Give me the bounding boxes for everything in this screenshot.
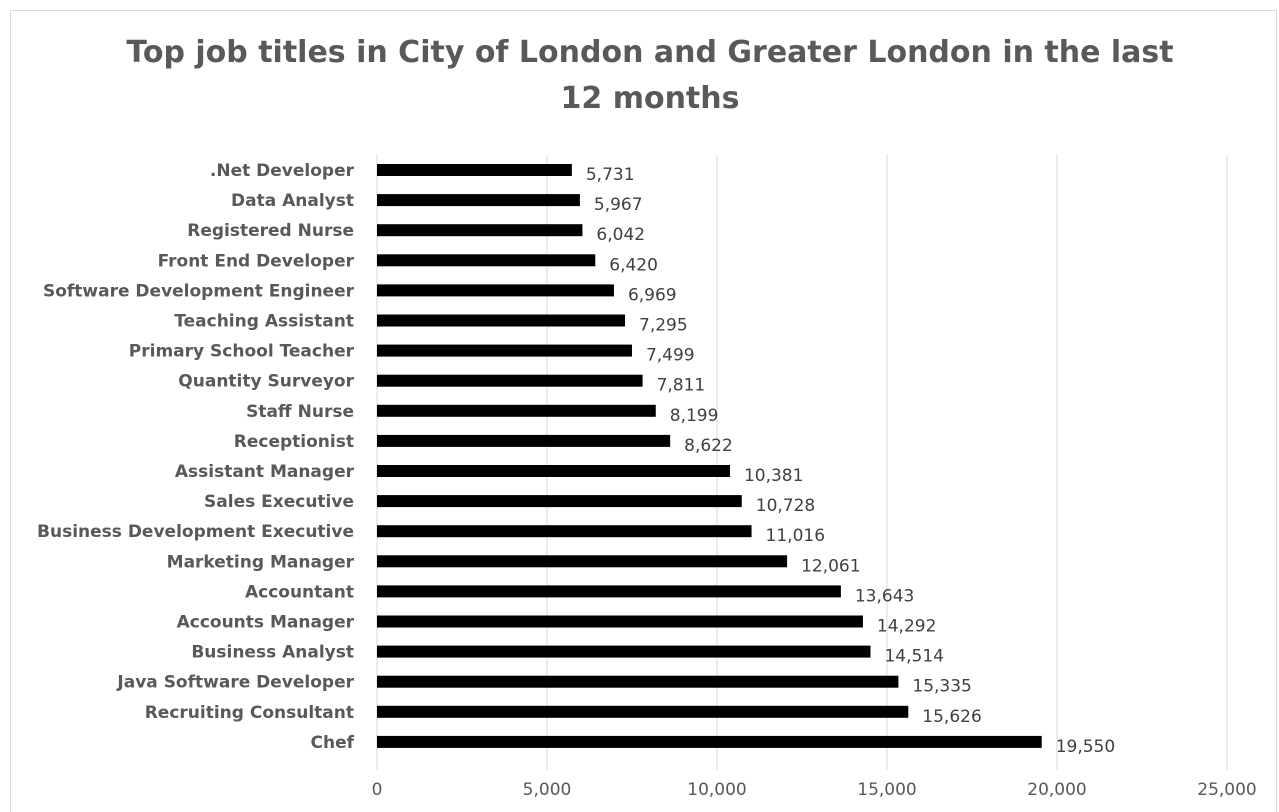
x-tick-label: 0 <box>372 780 383 800</box>
data-label: 5,967 <box>594 195 643 215</box>
category-label: Accounts Manager <box>177 613 355 633</box>
category-label: Accountant <box>245 582 354 602</box>
x-tick-label: 10,000 <box>687 780 746 800</box>
chart-title: Top job titles in City of London and Gre… <box>126 35 1174 116</box>
data-label: 5,731 <box>586 165 635 185</box>
data-label: 14,292 <box>877 617 936 637</box>
bar <box>377 705 909 718</box>
data-label: 7,295 <box>639 316 688 336</box>
x-tick-label: 15,000 <box>857 780 916 800</box>
data-label: 15,335 <box>912 677 971 697</box>
data-label: 7,499 <box>646 346 695 366</box>
data-label: 19,550 <box>1056 737 1115 757</box>
x-tick-label: 25,000 <box>1197 780 1256 800</box>
category-label: Primary School Teacher <box>129 342 355 362</box>
data-label: 10,381 <box>744 466 803 486</box>
data-label: 12,061 <box>801 556 860 576</box>
data-label: 6,969 <box>628 285 677 305</box>
category-label: Java Software Developer <box>116 673 354 693</box>
bar <box>377 344 632 357</box>
data-label: 8,622 <box>684 436 733 456</box>
bar <box>377 194 580 207</box>
data-label: 10,728 <box>756 496 815 516</box>
category-label: Chef <box>310 733 354 753</box>
category-label: Quantity Surveyor <box>178 372 354 392</box>
data-label: 13,643 <box>855 586 914 606</box>
data-label: 6,420 <box>609 255 658 275</box>
bar <box>377 735 1042 748</box>
category-label: Recruiting Consultant <box>145 703 354 723</box>
bar <box>377 374 643 387</box>
category-label: Data Analyst <box>231 191 354 211</box>
data-label: 14,514 <box>884 647 943 667</box>
category-label: Staff Nurse <box>246 402 354 422</box>
category-label: Assistant Manager <box>175 462 355 482</box>
bar <box>377 675 899 688</box>
data-label: 11,016 <box>766 526 825 546</box>
bar <box>377 284 614 297</box>
category-label: Teaching Assistant <box>174 312 354 332</box>
bar <box>377 314 626 327</box>
bar <box>377 164 572 176</box>
x-tick-label: 20,000 <box>1027 780 1086 800</box>
category-label: Business Analyst <box>191 643 354 663</box>
category-label: Registered Nurse <box>187 221 354 241</box>
data-label: 6,042 <box>596 225 645 245</box>
bar <box>377 254 596 267</box>
category-label: .Net Developer <box>210 161 355 181</box>
category-label: Business Development Executive <box>37 522 354 542</box>
bar <box>377 224 583 237</box>
bar <box>377 585 841 598</box>
bar <box>377 434 671 447</box>
bar <box>377 645 871 658</box>
category-label: Sales Executive <box>204 492 354 512</box>
bar <box>377 465 730 477</box>
category-label: Receptionist <box>234 432 354 452</box>
data-label: 15,626 <box>922 707 981 727</box>
data-label: 8,199 <box>670 406 719 426</box>
bar <box>377 495 742 508</box>
category-label: Software Development Engineer <box>43 281 355 301</box>
bar <box>377 615 863 628</box>
bar <box>377 404 656 417</box>
x-tick-label: 5,000 <box>523 780 572 800</box>
bar <box>377 555 788 568</box>
bar <box>377 525 752 538</box>
category-label: Marketing Manager <box>167 552 355 572</box>
category-label: Front End Developer <box>158 251 355 271</box>
data-label: 7,811 <box>657 376 706 396</box>
